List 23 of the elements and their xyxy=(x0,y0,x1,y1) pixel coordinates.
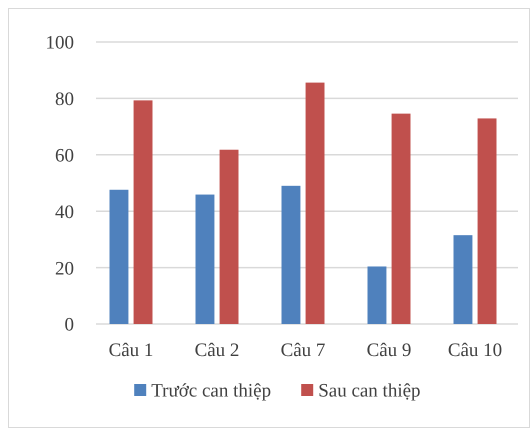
y-tick-label: 0 xyxy=(64,314,74,336)
x-tick-label: Câu 7 xyxy=(280,340,326,361)
bar xyxy=(454,235,472,324)
y-tick-label: 60 xyxy=(55,145,74,166)
x-tick-label: Câu 10 xyxy=(448,340,502,361)
bar xyxy=(134,100,152,324)
bar xyxy=(282,186,300,324)
legend-label: Sau can thiệp xyxy=(318,380,421,402)
x-tick-label: Câu 9 xyxy=(366,340,412,361)
x-tick-label: Câu 1 xyxy=(108,340,154,361)
y-tick-label: 100 xyxy=(46,32,74,54)
bar xyxy=(196,194,214,324)
bar xyxy=(220,150,238,324)
bar xyxy=(110,190,128,324)
bar xyxy=(368,266,386,324)
bar xyxy=(392,114,410,324)
y-tick-label: 80 xyxy=(55,89,74,110)
legend-label: Trước can thiệp xyxy=(151,380,272,402)
x-tick-label: Câu 2 xyxy=(194,340,240,361)
y-tick-label: 40 xyxy=(55,202,74,223)
bar xyxy=(306,82,324,324)
bar xyxy=(478,118,496,324)
y-tick-label: 20 xyxy=(55,258,74,280)
